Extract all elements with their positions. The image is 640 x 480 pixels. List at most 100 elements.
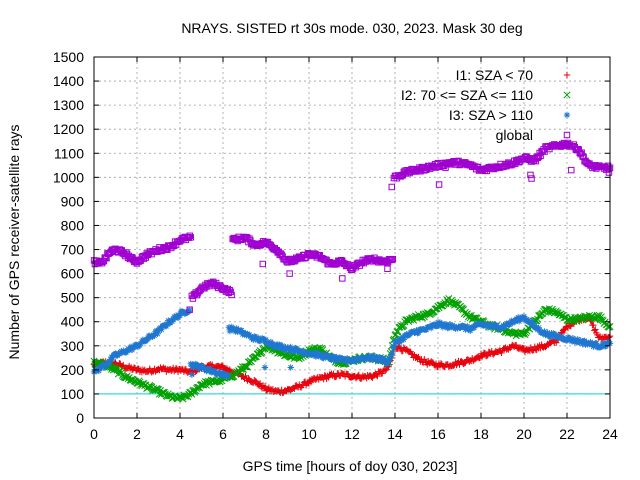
data-point [211, 368, 219, 375]
legend-label: I1: SZA < 70 [456, 67, 534, 83]
data-point [176, 312, 184, 319]
data-point [221, 370, 229, 378]
data-point [518, 313, 526, 321]
x-tick-label: 12 [344, 426, 360, 442]
data-point [525, 316, 533, 324]
data-point [590, 321, 597, 329]
y-tick-label: 900 [61, 193, 85, 209]
data-point [378, 356, 385, 364]
data-point [316, 350, 323, 358]
data-point [186, 232, 193, 240]
outlier-point [186, 306, 193, 313]
data-point [578, 149, 585, 156]
x-tick-label: 16 [430, 426, 446, 442]
outlier-point [527, 171, 534, 179]
y-tick-label: 600 [61, 266, 85, 282]
data-point [117, 349, 124, 357]
outlier-point [259, 260, 266, 268]
data-point [427, 324, 435, 332]
data-point [335, 357, 342, 364]
data-point [151, 332, 158, 339]
data-point [249, 334, 256, 341]
data-point [94, 365, 102, 373]
data-point [553, 339, 560, 346]
data-point [328, 356, 335, 363]
data-point [382, 356, 389, 363]
outliers-square [186, 164, 613, 313]
data-point [512, 318, 519, 325]
legend-marker [563, 91, 571, 99]
data-point [574, 336, 581, 343]
data-point [254, 334, 262, 341]
data-point [154, 386, 163, 394]
data-point [122, 374, 130, 382]
data-point [238, 365, 246, 373]
data-point [381, 358, 388, 366]
y-tick-label: 700 [61, 242, 85, 258]
data-point [387, 354, 394, 361]
data-point [533, 323, 540, 331]
data-point [260, 335, 268, 343]
data-point [291, 348, 298, 355]
data-point [499, 324, 506, 331]
axis-ticks [93, 56, 611, 419]
data-point [269, 340, 277, 348]
x-tick-label: 14 [387, 426, 403, 442]
x-tick-label: 24 [602, 426, 618, 442]
data-point [109, 355, 116, 363]
outlier-point [605, 169, 613, 176]
data-point [355, 371, 363, 379]
data-point [314, 349, 321, 357]
y-tick-labels: 0 100 200 300 400 500 600 700 800 900 1000 1100 1200… [53, 49, 84, 426]
data-point [123, 349, 130, 356]
data-point [295, 355, 303, 363]
data-point [134, 365, 142, 372]
data-point [544, 329, 551, 336]
y-tick-label: 0 [76, 410, 84, 426]
data-point [318, 351, 325, 358]
data-point [470, 314, 478, 322]
y-tick-label: 1100 [54, 145, 84, 161]
data-point [537, 152, 544, 159]
data-point [399, 333, 407, 341]
legend: I1: SZA < 70 I2: 70 <= SZA <= 110 I3: SZA … [401, 67, 571, 143]
data-point [145, 383, 153, 391]
data-point [331, 354, 338, 361]
data-point [389, 255, 397, 263]
x-tick-labels: 0 2 4 6 8 10 12 14 16 18 20 22 24 [90, 426, 618, 442]
data-point [226, 327, 234, 335]
y-axis-label: Number of GPS receiver-satellite rays [6, 125, 22, 360]
data-point [226, 287, 233, 294]
data-point [400, 336, 407, 343]
data-point [188, 363, 196, 370]
y-tick-label: 1000 [53, 169, 84, 185]
outlier-point [442, 164, 449, 171]
data-point [571, 338, 579, 346]
x-tick-label: 6 [219, 426, 227, 442]
data-point [222, 373, 230, 381]
data-point [466, 325, 473, 333]
outlier-point [261, 364, 269, 371]
data-point [228, 291, 235, 299]
data-point [250, 336, 257, 343]
data-point [519, 315, 527, 323]
y-tick-label: 1300 [53, 97, 84, 113]
data-point [470, 324, 478, 332]
data-point [415, 329, 422, 336]
data-point [592, 326, 599, 333]
legend-marker [563, 111, 571, 119]
legend-marker [563, 71, 571, 79]
x-tick-label: 18 [473, 426, 489, 442]
data-point [513, 317, 521, 324]
data-point [390, 344, 398, 351]
data-point [439, 324, 447, 331]
x-tick-label: 4 [176, 426, 184, 442]
outlier-point [253, 241, 260, 248]
data-point [369, 354, 376, 362]
data-point [388, 351, 395, 358]
data-point [423, 326, 430, 334]
x-axis-label: GPS time [hours of doy 030, 2023] [243, 458, 458, 474]
legend-label: I2: 70 <= SZA <= 110 [401, 87, 533, 103]
y-tick-label: 1400 [53, 73, 84, 89]
